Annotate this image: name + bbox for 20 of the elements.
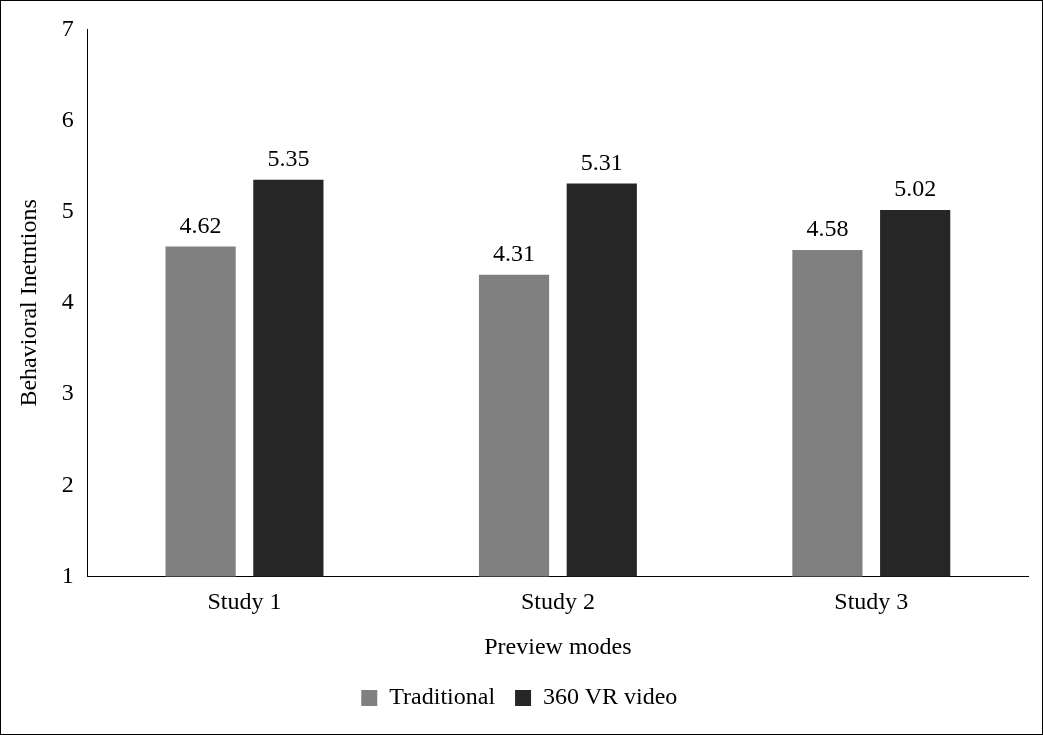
- legend-label: Traditional: [389, 683, 496, 710]
- legend-label: 360 VR video: [543, 683, 678, 710]
- y-tick-label: 7: [61, 14, 74, 41]
- y-tick-label: 5: [61, 197, 74, 224]
- y-tick-label: 3: [61, 379, 74, 406]
- data-label: 5.02: [894, 175, 937, 202]
- data-label: 5.35: [267, 145, 310, 172]
- y-tick-label: 4: [61, 288, 74, 315]
- y-tick-label: 2: [61, 470, 74, 497]
- x-tick-label: Study 2: [520, 588, 595, 615]
- y-tick-label: 1: [61, 561, 74, 588]
- data-label: 5.31: [580, 148, 623, 175]
- x-tick-label: Study 3: [834, 588, 909, 615]
- x-tick-label: Study 1: [207, 588, 282, 615]
- x-axis-title: Preview modes: [484, 632, 632, 659]
- data-label: 4.62: [179, 211, 222, 238]
- y-tick-label: 6: [61, 105, 74, 132]
- data-label: 4.58: [806, 215, 849, 242]
- y-axis-title: Behavioral Inetntions: [14, 199, 41, 407]
- data-label: 4.31: [493, 239, 536, 266]
